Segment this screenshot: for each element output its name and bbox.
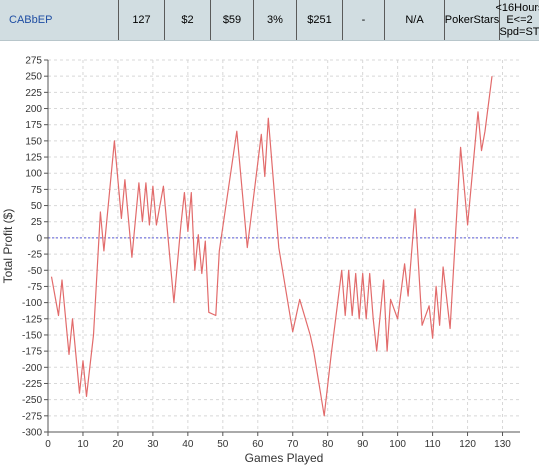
total-profit-cell: $251 xyxy=(297,0,343,40)
x-tick-label: 50 xyxy=(217,439,229,450)
y-tick-label: -125 xyxy=(22,314,42,325)
x-tick-label: 90 xyxy=(357,439,369,450)
x-tick-label: 130 xyxy=(494,439,511,450)
x-tick-label: 100 xyxy=(389,439,406,450)
y-tick-label: 275 xyxy=(25,56,42,67)
y-tick-label: -75 xyxy=(28,282,43,293)
profit-series-line xyxy=(50,76,493,417)
na-cell: N/A xyxy=(385,0,445,40)
y-tick-label: -225 xyxy=(22,379,42,390)
y-tick-label: 225 xyxy=(25,88,42,99)
avg-profit-cell: $59 xyxy=(211,0,254,40)
x-tick-label: 30 xyxy=(147,439,159,450)
x-tick-label: 10 xyxy=(77,439,89,450)
chart-ticks: 0 10 20 30 40 50 60 70 80 90 100 110 120 130 -300 -275 -… xyxy=(22,56,511,451)
y-tick-label: 50 xyxy=(31,201,43,212)
y-tick-label: 0 xyxy=(36,233,42,244)
profit-chart: 0 10 20 30 40 50 60 70 80 90 100 110 120 130 -300 -275 -… xyxy=(1,56,520,465)
y-tick-label: -200 xyxy=(22,363,42,374)
x-axis-label: Games Played xyxy=(245,451,324,465)
x-tick-label: 60 xyxy=(252,439,264,450)
y-tick-label: -150 xyxy=(22,330,42,341)
buyin-cell: $2 xyxy=(165,0,211,40)
roi-cell: 3% xyxy=(254,0,297,40)
y-tick-label: 250 xyxy=(25,72,42,83)
plot-area xyxy=(48,60,520,432)
y-tick-label: 25 xyxy=(31,217,43,228)
y-tick-label: -300 xyxy=(22,428,42,439)
chart-axes xyxy=(47,60,520,433)
x-tick-label: 0 xyxy=(45,439,51,450)
player-name-link[interactable]: CABbEP xyxy=(0,0,119,40)
y-tick-label: -275 xyxy=(22,411,42,422)
y-tick-label: -25 xyxy=(28,250,43,261)
x-tick-label: 20 xyxy=(112,439,124,450)
x-tick-label: 80 xyxy=(322,439,334,450)
dash-cell: - xyxy=(343,0,385,40)
y-tick-label: -250 xyxy=(22,395,42,406)
y-tick-label: -50 xyxy=(28,266,43,277)
x-tick-label: 110 xyxy=(425,439,441,450)
y-axis-label: Total Profit ($) xyxy=(1,209,15,284)
y-tick-label: -175 xyxy=(22,347,42,358)
x-tick-label: 70 xyxy=(287,439,299,450)
chart-series xyxy=(50,76,493,417)
games-count-cell: 127 xyxy=(119,0,165,40)
y-tick-label: 75 xyxy=(31,185,43,196)
y-tick-label: 100 xyxy=(25,169,42,180)
session-stats-row[interactable]: CABbEP 127 $2 $59 3% $251 - N/A PokerSta… xyxy=(0,0,539,41)
x-tick-label: 40 xyxy=(182,439,194,450)
chart-grid xyxy=(47,59,520,433)
y-tick-label: 175 xyxy=(25,120,42,131)
y-tick-label: -100 xyxy=(22,298,42,309)
site-cell: PokerStars xyxy=(445,0,500,40)
y-tick-label: 200 xyxy=(25,104,42,115)
y-tick-label: 150 xyxy=(25,136,42,147)
x-tick-label: 120 xyxy=(459,439,476,450)
y-tick-label: 125 xyxy=(25,153,42,164)
filter-cell: <16Hours E<=2 Spd=ST xyxy=(495,2,539,38)
